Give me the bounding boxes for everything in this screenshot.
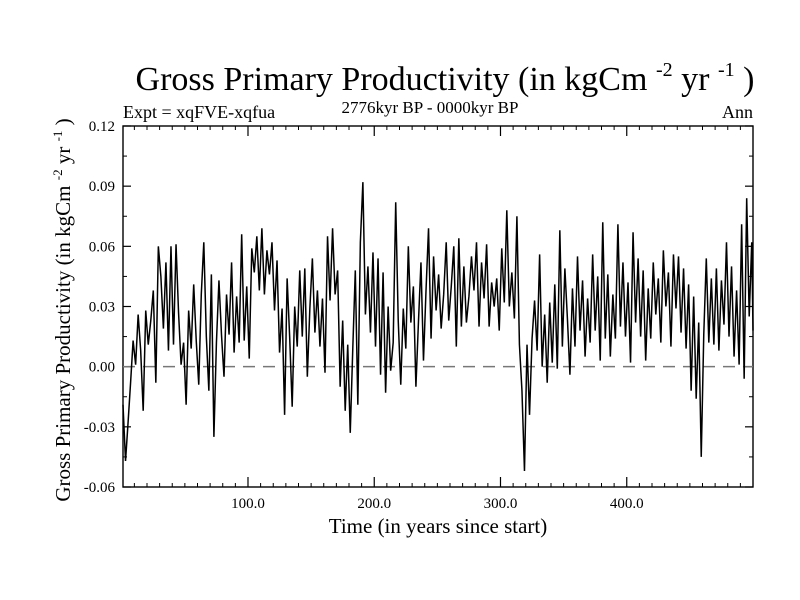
- y-tick-label-5: 0.09: [89, 179, 115, 195]
- y-tick-label-4: 0.06: [89, 239, 116, 255]
- y-tick-label-3: 0.03: [89, 300, 115, 316]
- y-axis-label-end: ): [51, 118, 75, 125]
- chart-title-base: Gross Primary Productivity (in kgCm: [136, 61, 648, 98]
- y-axis-label-base: Gross Primary Productivity (in kgCm: [51, 186, 75, 502]
- x-tick-label-3: 400.0: [610, 496, 644, 512]
- x-tick-label-0: 100.0: [231, 496, 265, 512]
- season-label: Ann: [722, 102, 753, 122]
- x-tick-label-1: 200.0: [357, 496, 391, 512]
- y-axis-label-superscript-2: -1: [50, 131, 65, 142]
- gpp-series-line: [122, 182, 754, 471]
- chart-title-superscript-1: -2: [656, 59, 673, 81]
- chart-title-end: ): [743, 61, 754, 98]
- y-axis-label: Gross Primary Productivity (in kgCm -2 y…: [43, 118, 75, 501]
- y-tick-label-1: -0.03: [84, 420, 115, 436]
- chart-title-superscript-2: -1: [718, 59, 735, 81]
- y-tick-label-6: 0.12: [89, 119, 115, 135]
- y-axis-label-superscript-1: -2: [50, 169, 65, 180]
- chart-title-mid: yr: [681, 61, 710, 98]
- y-tick-label-0: -0.06: [84, 480, 116, 496]
- y-axis-label-mid: yr: [51, 147, 75, 165]
- x-tick-label-2: 300.0: [484, 496, 518, 512]
- axes-group: -0.06 -0.03 0.00 0.03 0.06 0.09 0.12 100.0 200.…: [84, 119, 753, 512]
- x-axis-tick-labels: 100.0 200.0 300.0 400.0: [231, 496, 644, 512]
- chart-title: Gross Primary Productivity (in kgCm -2 y…: [136, 47, 755, 98]
- time-range-label: 2776kyr BP - 0000kyr BP: [342, 98, 519, 117]
- y-tick-label-2: 0.00: [89, 360, 115, 376]
- x-axis-ticks: [133, 126, 741, 487]
- y-axis-tick-labels: -0.06 -0.03 0.00 0.03 0.06 0.09 0.12: [84, 119, 116, 496]
- experiment-label: Expt = xqFVE-xqfua: [123, 102, 275, 122]
- x-axis-label: Time (in years since start): [329, 514, 548, 538]
- chart-title-group: Gross Primary Productivity (in kgCm -2 y…: [123, 47, 755, 122]
